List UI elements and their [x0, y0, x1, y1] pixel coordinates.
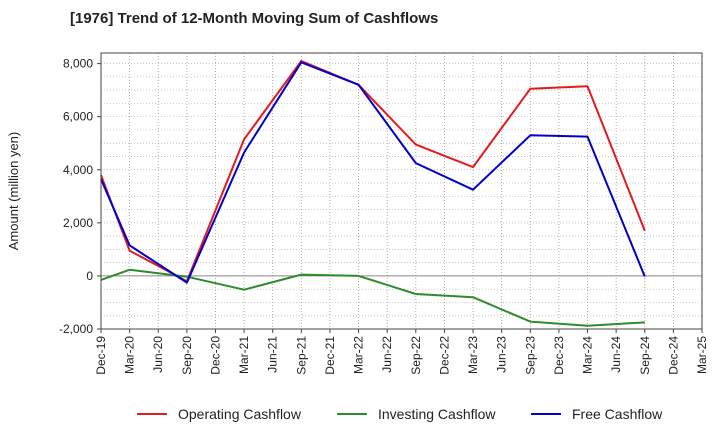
x-tick-labels: Dec-19 Mar-20 Jun-20 Sep-20 Dec-20 Mar-21 Jun-… — [94, 329, 709, 375]
series-lines — [100, 60, 646, 327]
x-tick-label: Dec-21 — [323, 336, 337, 375]
x-tick-label: Jun-24 — [609, 336, 623, 373]
x-tick-label: Mar-22 — [352, 336, 366, 374]
legend-label-operating-cashflow: Operating Cashflow — [178, 406, 302, 422]
x-tick-label: Dec-20 — [208, 336, 222, 375]
x-tick-label: Dec-24 — [666, 336, 680, 375]
plot-frame — [100, 52, 703, 330]
x-tick-label: Mar-21 — [237, 336, 251, 374]
series-line-investing-cashflow — [100, 268, 645, 327]
x-tick-label: Mar-25 — [695, 336, 709, 374]
y-tick-label: 2,000 — [63, 216, 93, 230]
y-tick-label: -2,000 — [59, 322, 93, 336]
legend-label-free-cashflow: Free Cashflow — [572, 406, 663, 422]
x-tick-label: Mar-20 — [123, 336, 137, 374]
x-tick-label: Dec-19 — [94, 336, 108, 375]
x-tick-label: Mar-24 — [581, 336, 595, 374]
x-tick-label: Dec-23 — [552, 336, 566, 375]
x-tick-label: Sep-21 — [294, 336, 308, 375]
legend: Operating Cashflow Investing Cashflow Free… — [137, 406, 663, 422]
x-tick-label: Jun-21 — [266, 336, 280, 373]
x-tick-label: Sep-23 — [523, 336, 537, 375]
x-tick-label: Dec-22 — [437, 336, 451, 375]
x-tick-label: Jun-20 — [151, 336, 165, 373]
y-tick-label: 4,000 — [63, 163, 93, 177]
grid-lines — [101, 53, 702, 329]
series-line-free-cashflow — [100, 61, 646, 284]
x-tick-label: Mar-23 — [466, 336, 480, 374]
x-tick-label: Jun-23 — [495, 336, 509, 373]
legend-label-investing-cashflow: Investing Cashflow — [378, 406, 496, 422]
y-tick-label: 6,000 — [63, 110, 93, 124]
chart-title: [1976] Trend of 12-Month Moving Sum of C… — [70, 10, 439, 27]
series-line-operating-cashflow — [100, 60, 646, 283]
y-tick-label: 0 — [86, 269, 93, 283]
y-axis-label: Amount (million yen) — [6, 132, 21, 251]
x-tick-label: Sep-20 — [180, 336, 194, 375]
x-tick-label: Sep-24 — [638, 336, 652, 375]
x-tick-label: Jun-22 — [380, 336, 394, 373]
x-tick-label: Sep-22 — [409, 336, 423, 375]
y-tick-label: 8,000 — [63, 57, 93, 71]
y-tick-labels: -2,000 0 2,000 4,000 6,000 8,000 — [59, 57, 101, 336]
